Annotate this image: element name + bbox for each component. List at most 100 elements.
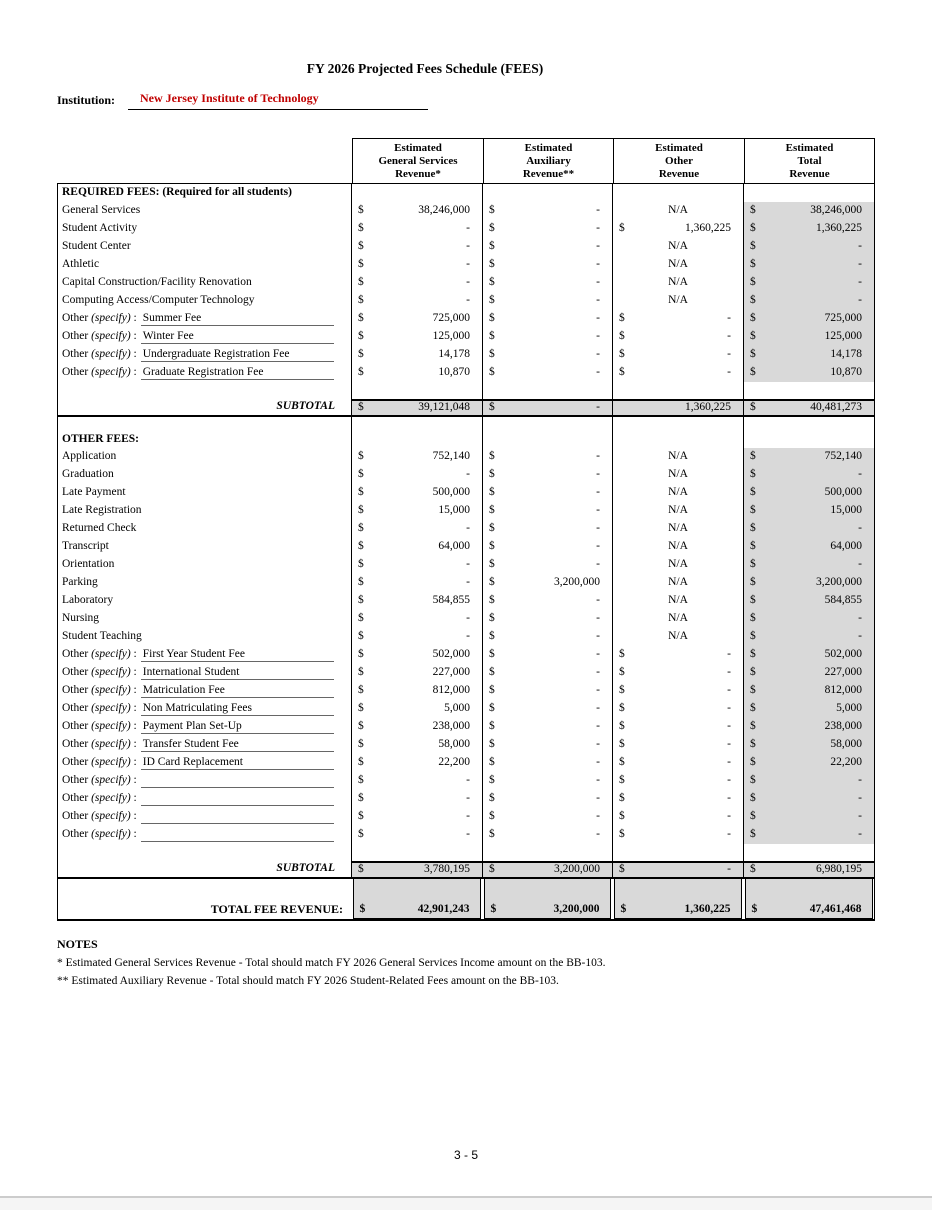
fee-row: Other (specify) : Winter Fee $125,000 $ - $ - $…	[58, 328, 874, 346]
other-revenue-cell	[612, 417, 743, 448]
auxiliary-revenue-cell: $ -	[482, 826, 612, 844]
amount-value: -	[596, 540, 600, 553]
other-revenue-cell: $ -	[612, 682, 743, 700]
amount-value: -	[466, 810, 470, 823]
fee-label-cell: Late Registration	[58, 502, 351, 520]
amount-value: -	[596, 276, 600, 289]
specify-line	[140, 810, 334, 824]
total-revenue-cell: $227,000	[743, 664, 874, 682]
fee-row: Computing Access/Computer Technology $ - $ -…	[58, 292, 874, 310]
other-revenue-cell: $ -	[612, 664, 743, 682]
dollar-sign: $	[750, 558, 756, 571]
dollar-sign: $	[750, 468, 756, 481]
specify-line	[140, 774, 334, 788]
fee-label-cell: Other (specify) : Matriculation Fee	[58, 682, 351, 700]
specify-value: ID Card Replacement	[142, 755, 243, 768]
amount-value: 725,000	[432, 312, 470, 325]
amount-value: 3,200,000	[816, 576, 862, 589]
other-revenue-cell: N/A	[612, 592, 743, 610]
auxiliary-revenue-cell: $ -	[482, 364, 612, 382]
table-body: REQUIRED FEES: (Required for all student…	[57, 183, 875, 921]
fee-row: Application $752,140 $ - N/A $752,140	[58, 448, 874, 466]
dollar-sign: $	[489, 612, 495, 625]
dollar-sign: $	[489, 540, 495, 553]
amount-value: -	[858, 468, 862, 481]
amount-value: 14,178	[438, 348, 470, 361]
specify-line: Graduate Registration Fee	[140, 366, 334, 380]
amount-value: -	[596, 294, 600, 307]
other-revenue-cell: N/A	[612, 520, 743, 538]
specify-value: Undergraduate Registration Fee	[142, 347, 290, 360]
amount-value: -	[596, 756, 600, 769]
section-label-cell: REQUIRED FEES: (Required for all student…	[58, 184, 351, 202]
dollar-sign: $	[358, 738, 364, 751]
dollar-sign: $	[489, 558, 495, 571]
dollar-sign: $	[358, 792, 364, 805]
other-label: Other	[62, 366, 92, 379]
fee-label: Computing Access/Computer Technology	[62, 294, 255, 307]
total-fee-revenue-row: TOTAL FEE REVENUE: $42,901,243 $3,200,000 $…	[58, 879, 874, 919]
specify-label: (specify)	[91, 828, 131, 841]
dollar-sign: $	[489, 630, 495, 643]
specify-value: Payment Plan Set-Up	[142, 719, 242, 732]
dollar-sign: $	[750, 810, 756, 823]
note-line: ** Estimated Auxiliary Revenue - Total s…	[57, 974, 559, 987]
amount-value: -	[466, 258, 470, 271]
amount-value: 238,000	[824, 720, 862, 733]
fee-row: Other (specify) : $ - $ - $ - $ -	[58, 790, 874, 808]
other-revenue-cell: $1,360,225	[612, 879, 743, 919]
amount-value: -	[727, 792, 731, 805]
general-services-revenue-cell: $125,000	[351, 328, 482, 346]
total-revenue-cell: $58,000	[743, 736, 874, 754]
total-revenue-cell: $725,000	[743, 310, 874, 328]
general-services-revenue-cell: $10,870	[351, 364, 482, 382]
subtotal-label-cell: SUBTOTAL	[58, 399, 351, 415]
auxiliary-revenue-cell: $ -	[482, 772, 612, 790]
general-services-revenue-cell: $500,000	[351, 484, 482, 502]
fee-label: Application	[62, 450, 117, 463]
specify-colon: :	[130, 666, 137, 679]
fee-label-cell: Graduation	[58, 466, 351, 484]
general-services-revenue-cell: $3,780,195	[351, 861, 482, 877]
institution-row: Institution: New Jersey Institute of Tec…	[0, 91, 932, 113]
amount-value: 3,780,195	[424, 863, 470, 876]
total-revenue-cell: $47,461,468	[743, 879, 874, 919]
other-revenue-cell: $ -	[612, 754, 743, 772]
fee-label-cell: Other (specify) : ID Card Replacement	[58, 754, 351, 772]
fee-row: Laboratory $584,855 $ - N/A $584,855	[58, 592, 874, 610]
other-revenue-cell: N/A	[612, 574, 743, 592]
auxiliary-revenue-cell	[482, 417, 612, 448]
other-label: Other	[62, 648, 92, 661]
general-services-revenue-cell: $812,000	[351, 682, 482, 700]
amount-value: -	[466, 240, 470, 253]
dollar-sign: $	[358, 276, 364, 289]
dollar-sign: $	[750, 648, 756, 661]
other-revenue-cell: $ -	[612, 700, 743, 718]
amount-value: 812,000	[824, 684, 862, 697]
dollar-sign: $	[358, 294, 364, 307]
dollar-sign: $	[489, 792, 495, 805]
dollar-sign: $	[619, 312, 625, 325]
dollar-sign: $	[489, 648, 495, 661]
total-label-cell: TOTAL FEE REVENUE:	[58, 879, 351, 919]
specify-colon: :	[130, 702, 137, 715]
fee-row: Capital Construction/Facility Renovation…	[58, 274, 874, 292]
dollar-sign: $	[358, 594, 364, 607]
dollar-sign: $	[358, 648, 364, 661]
dollar-sign: $	[750, 330, 756, 343]
fee-label: Nursing	[62, 612, 100, 625]
dollar-sign: $	[750, 540, 756, 553]
total-revenue-cell: $ -	[743, 520, 874, 538]
fee-label-cell: Athletic	[58, 256, 351, 274]
dollar-sign: $	[490, 902, 497, 915]
amount-value: -	[858, 258, 862, 271]
dollar-sign: $	[358, 222, 364, 235]
dollar-sign: $	[619, 684, 625, 697]
other-label: Other	[62, 738, 92, 751]
total-revenue-cell: $ -	[743, 292, 874, 310]
subtotal-row: SUBTOTAL $3,780,195 $3,200,000 $ - $6,980,195	[58, 861, 874, 879]
general-services-revenue-cell: $38,246,000	[351, 202, 482, 220]
auxiliary-revenue-cell: $ -	[482, 346, 612, 364]
dollar-sign: $	[358, 204, 364, 217]
notes-heading: NOTES	[57, 937, 98, 951]
